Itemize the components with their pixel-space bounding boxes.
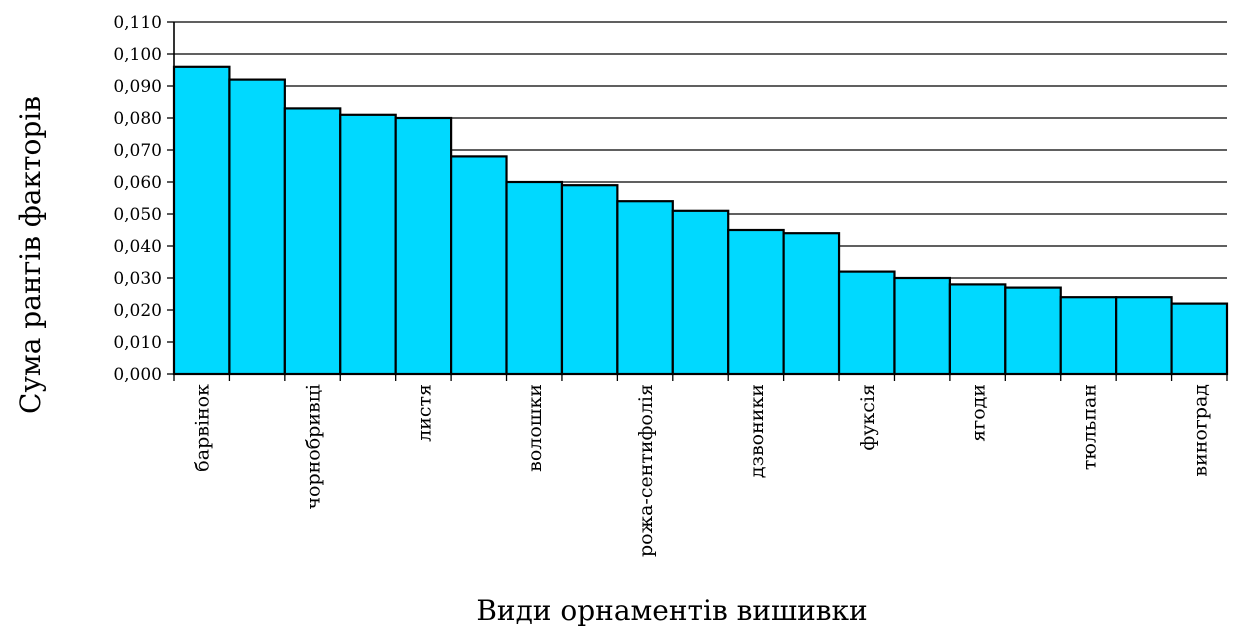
bar (671, 209, 730, 376)
y-tick-label: 0,030 (113, 269, 162, 289)
x-tick-label: рожа-сентифолія (635, 384, 657, 557)
x-tick-label: барвінок (192, 384, 214, 472)
x-tick-label: тюльпан (1078, 384, 1100, 470)
bar (1170, 302, 1229, 376)
y-tick-label: 0,080 (113, 109, 162, 129)
bar (1059, 296, 1118, 376)
x-axis-title: Види орнаментів вишивки (476, 594, 867, 627)
bar (339, 113, 397, 376)
bar (893, 276, 951, 376)
y-tick-label: 0,070 (113, 141, 162, 161)
x-tick-label: ягоди (968, 384, 990, 442)
y-tick-label: 0,040 (113, 237, 162, 257)
bar (560, 184, 619, 376)
bar (1115, 296, 1173, 376)
bar (450, 155, 508, 376)
x-tick-label: дзвоники (746, 384, 768, 478)
bar (228, 78, 286, 376)
bar (727, 228, 785, 376)
y-tick-labels: 0,000 0,010 0,020 0,030 0,040 0,050 0,060 0,070… (113, 13, 162, 385)
bar (1004, 286, 1062, 376)
y-tick-label: 0,020 (113, 301, 162, 321)
y-tick-label: 0,010 (113, 333, 162, 353)
y-tick-label: 0,050 (113, 205, 162, 225)
bar (283, 107, 342, 376)
x-tick-labels: барвінок чорнобривці листя волошки рожа-сент… (192, 384, 1212, 557)
bar (948, 283, 1007, 376)
x-tick-label: фуксія (857, 384, 879, 451)
axes (167, 21, 1228, 381)
bar (782, 232, 841, 376)
y-tick-label: 0,100 (113, 45, 162, 65)
x-tick-label: листя (413, 384, 435, 442)
bar (837, 270, 896, 376)
x-tick-label: волошки (524, 384, 546, 472)
bars (172, 65, 1229, 376)
y-tick-label: 0,090 (113, 77, 162, 97)
y-tick-label: 0,110 (113, 13, 162, 33)
y-tick-label: 0,000 (113, 365, 162, 385)
bar (616, 200, 674, 376)
x-tick-label: чорнобривці (303, 384, 325, 510)
x-tick-label: виноград (1189, 384, 1211, 477)
y-tick-label: 0,060 (113, 173, 162, 193)
y-axis-title: Сума рангів факторів (14, 96, 47, 414)
bar (172, 65, 231, 376)
bar (394, 116, 453, 376)
bar (505, 180, 564, 376)
